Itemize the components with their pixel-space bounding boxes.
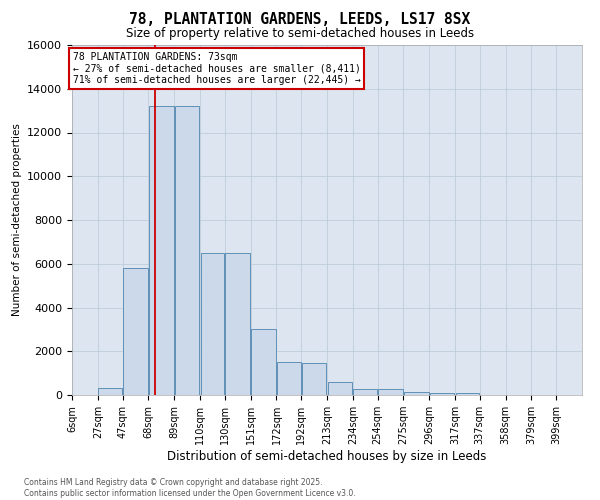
Text: 78 PLANTATION GARDENS: 73sqm
← 27% of semi-detached houses are smaller (8,411)
7: 78 PLANTATION GARDENS: 73sqm ← 27% of se… xyxy=(73,52,361,85)
Bar xyxy=(226,253,250,395)
X-axis label: Distribution of semi-detached houses by size in Leeds: Distribution of semi-detached houses by … xyxy=(167,450,487,463)
Bar xyxy=(404,392,428,395)
Bar xyxy=(456,393,479,395)
Bar xyxy=(430,393,455,395)
Bar xyxy=(175,106,199,395)
Bar xyxy=(201,253,224,395)
Bar xyxy=(378,390,403,395)
Bar xyxy=(353,389,377,395)
Text: Size of property relative to semi-detached houses in Leeds: Size of property relative to semi-detach… xyxy=(126,28,474,40)
Bar xyxy=(302,362,326,395)
Bar xyxy=(277,362,301,395)
Bar xyxy=(328,382,352,395)
Y-axis label: Number of semi-detached properties: Number of semi-detached properties xyxy=(11,124,22,316)
Bar xyxy=(251,330,276,395)
Bar xyxy=(98,388,122,395)
Bar xyxy=(123,268,148,395)
Bar xyxy=(149,106,173,395)
Text: Contains HM Land Registry data © Crown copyright and database right 2025.
Contai: Contains HM Land Registry data © Crown c… xyxy=(24,478,356,498)
Text: 78, PLANTATION GARDENS, LEEDS, LS17 8SX: 78, PLANTATION GARDENS, LEEDS, LS17 8SX xyxy=(130,12,470,28)
